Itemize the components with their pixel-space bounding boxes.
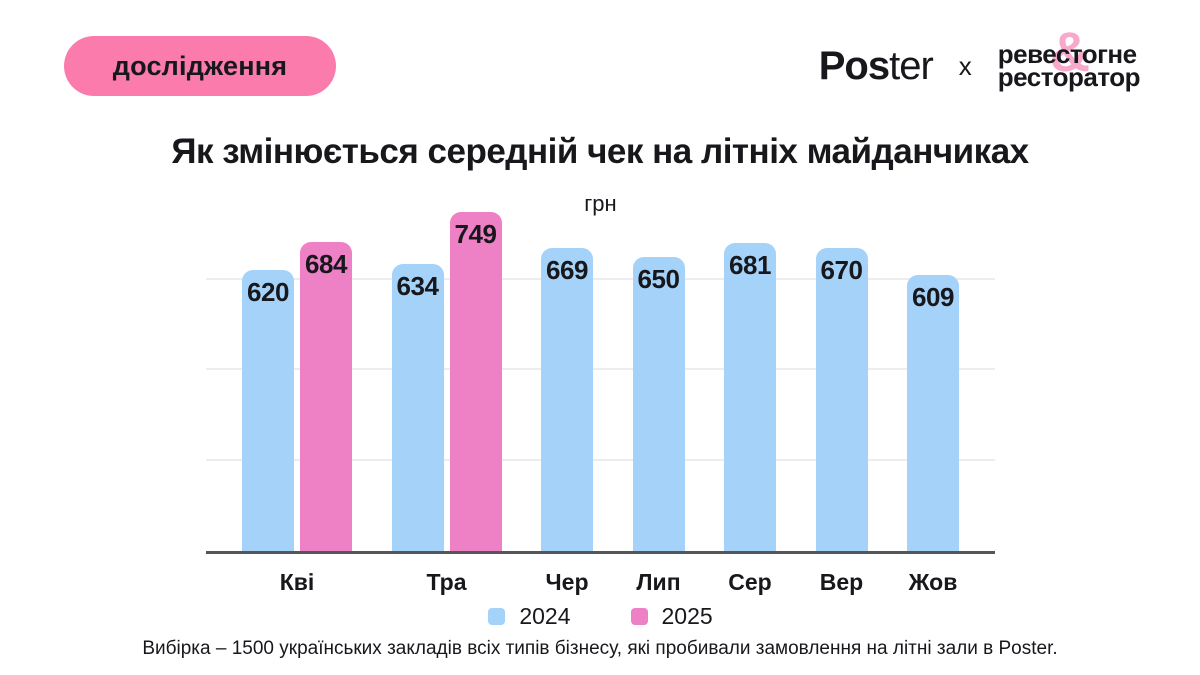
bar-group-Лип: 650 Лип <box>632 256 685 595</box>
chart-title: Як змінюється середній чек на літніх май… <box>171 132 1029 171</box>
x-axis-label-Чер: Чер <box>545 569 589 595</box>
gridline-400 <box>206 368 995 370</box>
x-axis-label-Лип: Лип <box>636 569 681 595</box>
gridline-200 <box>206 458 995 461</box>
brand-logos: Poster x & ревестогне ресторатор <box>818 24 1141 96</box>
bar-chart: 620 684 Кві 634 749 Тра 669 Чер 650 Лип 681 Сер 670 В… <box>206 189 995 595</box>
legend-label-2024: 2024 <box>519 603 571 629</box>
bar-value-label: 749 <box>454 219 497 250</box>
bar-value-label: 609 <box>912 282 954 313</box>
unit-label: грн <box>584 191 617 216</box>
bar-group-Чер: 669 Чер <box>541 248 593 595</box>
legend-item-2024: 2024 <box>488 603 571 630</box>
poster-logo-bold: Pos <box>818 43 890 88</box>
x-axis-label-Кві: Кві <box>279 569 315 595</box>
bar-value-label: 650 <box>637 263 680 294</box>
legend-label-2025: 2025 <box>661 603 713 629</box>
bar-2024-Вер: 670 <box>815 247 868 551</box>
bar-value-label: 669 <box>546 255 588 286</box>
bar-value-label: 634 <box>396 271 439 302</box>
bar-group-Сер: 681 Сер <box>724 242 776 595</box>
research-badge-label: дослідження <box>112 50 288 81</box>
bar-2024-Сер: 681 <box>724 242 776 551</box>
poster-logo: Poster <box>818 43 934 89</box>
x-axis-label-Тра: Тра <box>426 569 467 595</box>
bar-groups: 620 684 Кві 634 749 Тра 669 Чер 650 Лип 681 Сер 670 В… <box>206 189 995 595</box>
legend-swatch-2025 <box>630 608 648 625</box>
partner-logo: & ревестогне ресторатор <box>997 24 1141 92</box>
x-axis-label-Жов: Жов <box>908 569 958 595</box>
bar-2024-Лип: 650 <box>632 256 685 551</box>
x-axis-label-Сер: Сер <box>728 569 772 595</box>
gridline-600 <box>206 277 995 280</box>
bar-group-Вер: 670 Вер <box>815 247 868 595</box>
bar-2024-Жов: 609 <box>907 275 959 551</box>
logo-separator: x <box>958 50 972 81</box>
research-badge: дослідження <box>64 36 336 96</box>
bar-2024-Кві: 620 <box>242 270 294 551</box>
chart-legend: 2024 2025 <box>206 603 995 630</box>
bar-value-label: 681 <box>729 249 771 280</box>
bar-2024-Чер: 669 <box>541 248 593 551</box>
bar-2025-Тра: 749 <box>449 212 502 551</box>
bar-2024-Тра: 634 <box>391 264 444 551</box>
legend-item-2025: 2025 <box>630 603 713 630</box>
bar-value-label: 684 <box>305 248 347 279</box>
sample-note: Вибірка – 1500 українських закладів всіх… <box>142 638 1058 659</box>
poster-logo-light: ter <box>889 43 934 88</box>
bar-group-Жов: 609 Жов <box>907 275 959 595</box>
legend-swatch-2024 <box>488 608 506 625</box>
x-axis-label-Вер: Вер <box>819 569 864 595</box>
partner-logo-line2: ресторатор <box>997 62 1141 92</box>
bar-value-label: 620 <box>247 277 289 308</box>
bar-group-Тра: 634 749 Тра <box>391 212 502 595</box>
ampersand-icon: & <box>1049 20 1090 83</box>
bar-group-Кві: 620 684 Кві <box>242 241 352 595</box>
partner-logo-line1: ревестогне <box>997 39 1137 69</box>
bar-value-label: 670 <box>820 254 863 285</box>
bar-2025-Кві: 684 <box>300 241 352 551</box>
